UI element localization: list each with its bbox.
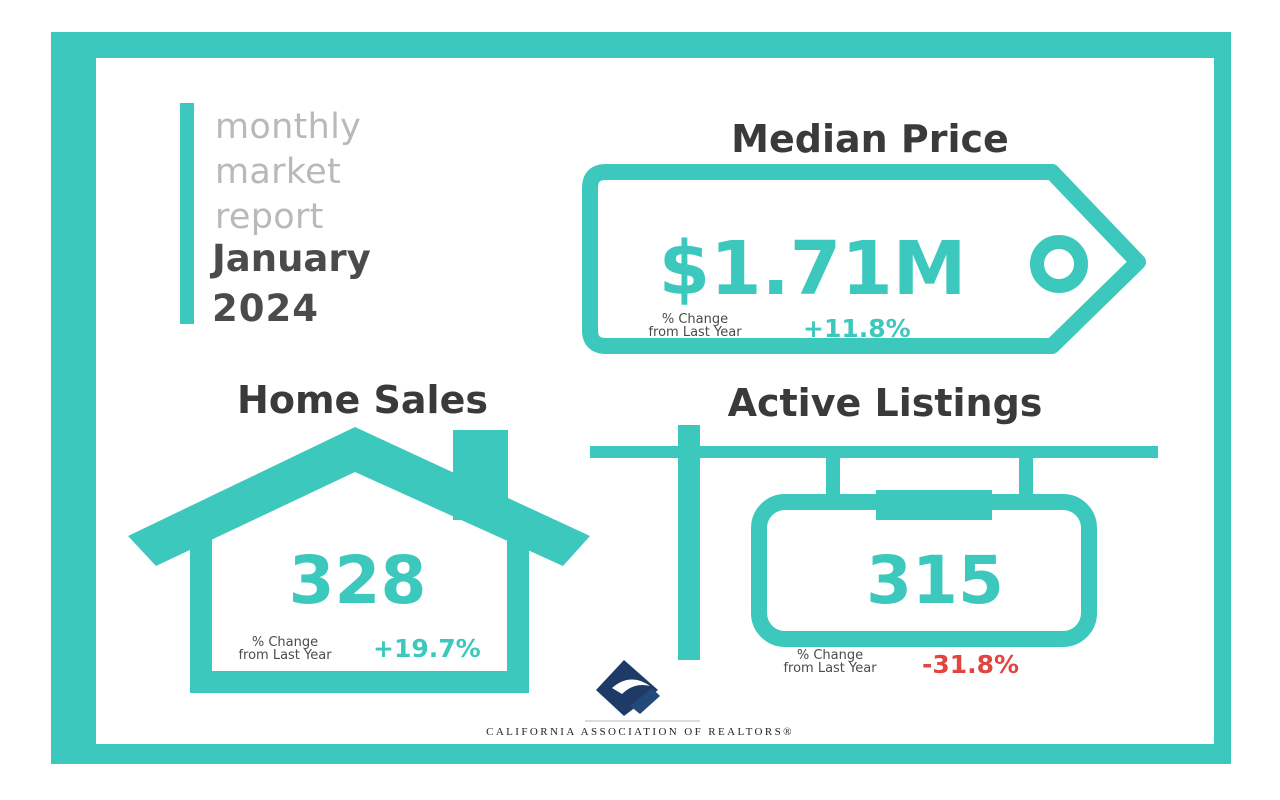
active-listings-change-label-2: from Last Year: [783, 661, 877, 676]
home-sales-title: Home Sales: [237, 378, 488, 422]
active-listings-change: -31.8%: [922, 650, 1020, 679]
org-name: CALIFORNIA ASSOCIATION OF REALTORS®: [486, 726, 794, 738]
median-price-change: +11.8%: [803, 314, 911, 343]
active-listings-value: 315: [866, 542, 1004, 619]
home-sales-value: 328: [288, 542, 427, 619]
median-price-change-label-1: % Change: [661, 312, 729, 327]
median-price-change-label-2: from Last Year: [648, 325, 742, 340]
home-sales-change-label-1: % Change: [251, 635, 319, 650]
home-sales-change: +19.7%: [373, 634, 481, 663]
car-logo-icon: [585, 660, 700, 722]
header-accent-bar: [180, 103, 194, 324]
listing-sign-icon: [590, 425, 1158, 660]
header-year: 2024: [212, 287, 319, 330]
header-line-monthly: monthly: [215, 107, 362, 147]
house-icon: [128, 427, 590, 693]
active-listings-change-label-1: % Change: [796, 648, 864, 663]
header-line-report: report: [215, 197, 324, 237]
home-sales-change-label-2: from Last Year: [238, 648, 332, 663]
price-tag-icon: [582, 164, 1146, 354]
active-listings-title: Active Listings: [727, 381, 1043, 425]
header-month: January: [212, 237, 371, 280]
median-price-title: Median Price: [731, 117, 1009, 161]
price-tag-hole-icon: [1030, 235, 1088, 293]
median-price-value: $1.71M: [658, 226, 967, 312]
header-line-market: market: [215, 152, 342, 192]
